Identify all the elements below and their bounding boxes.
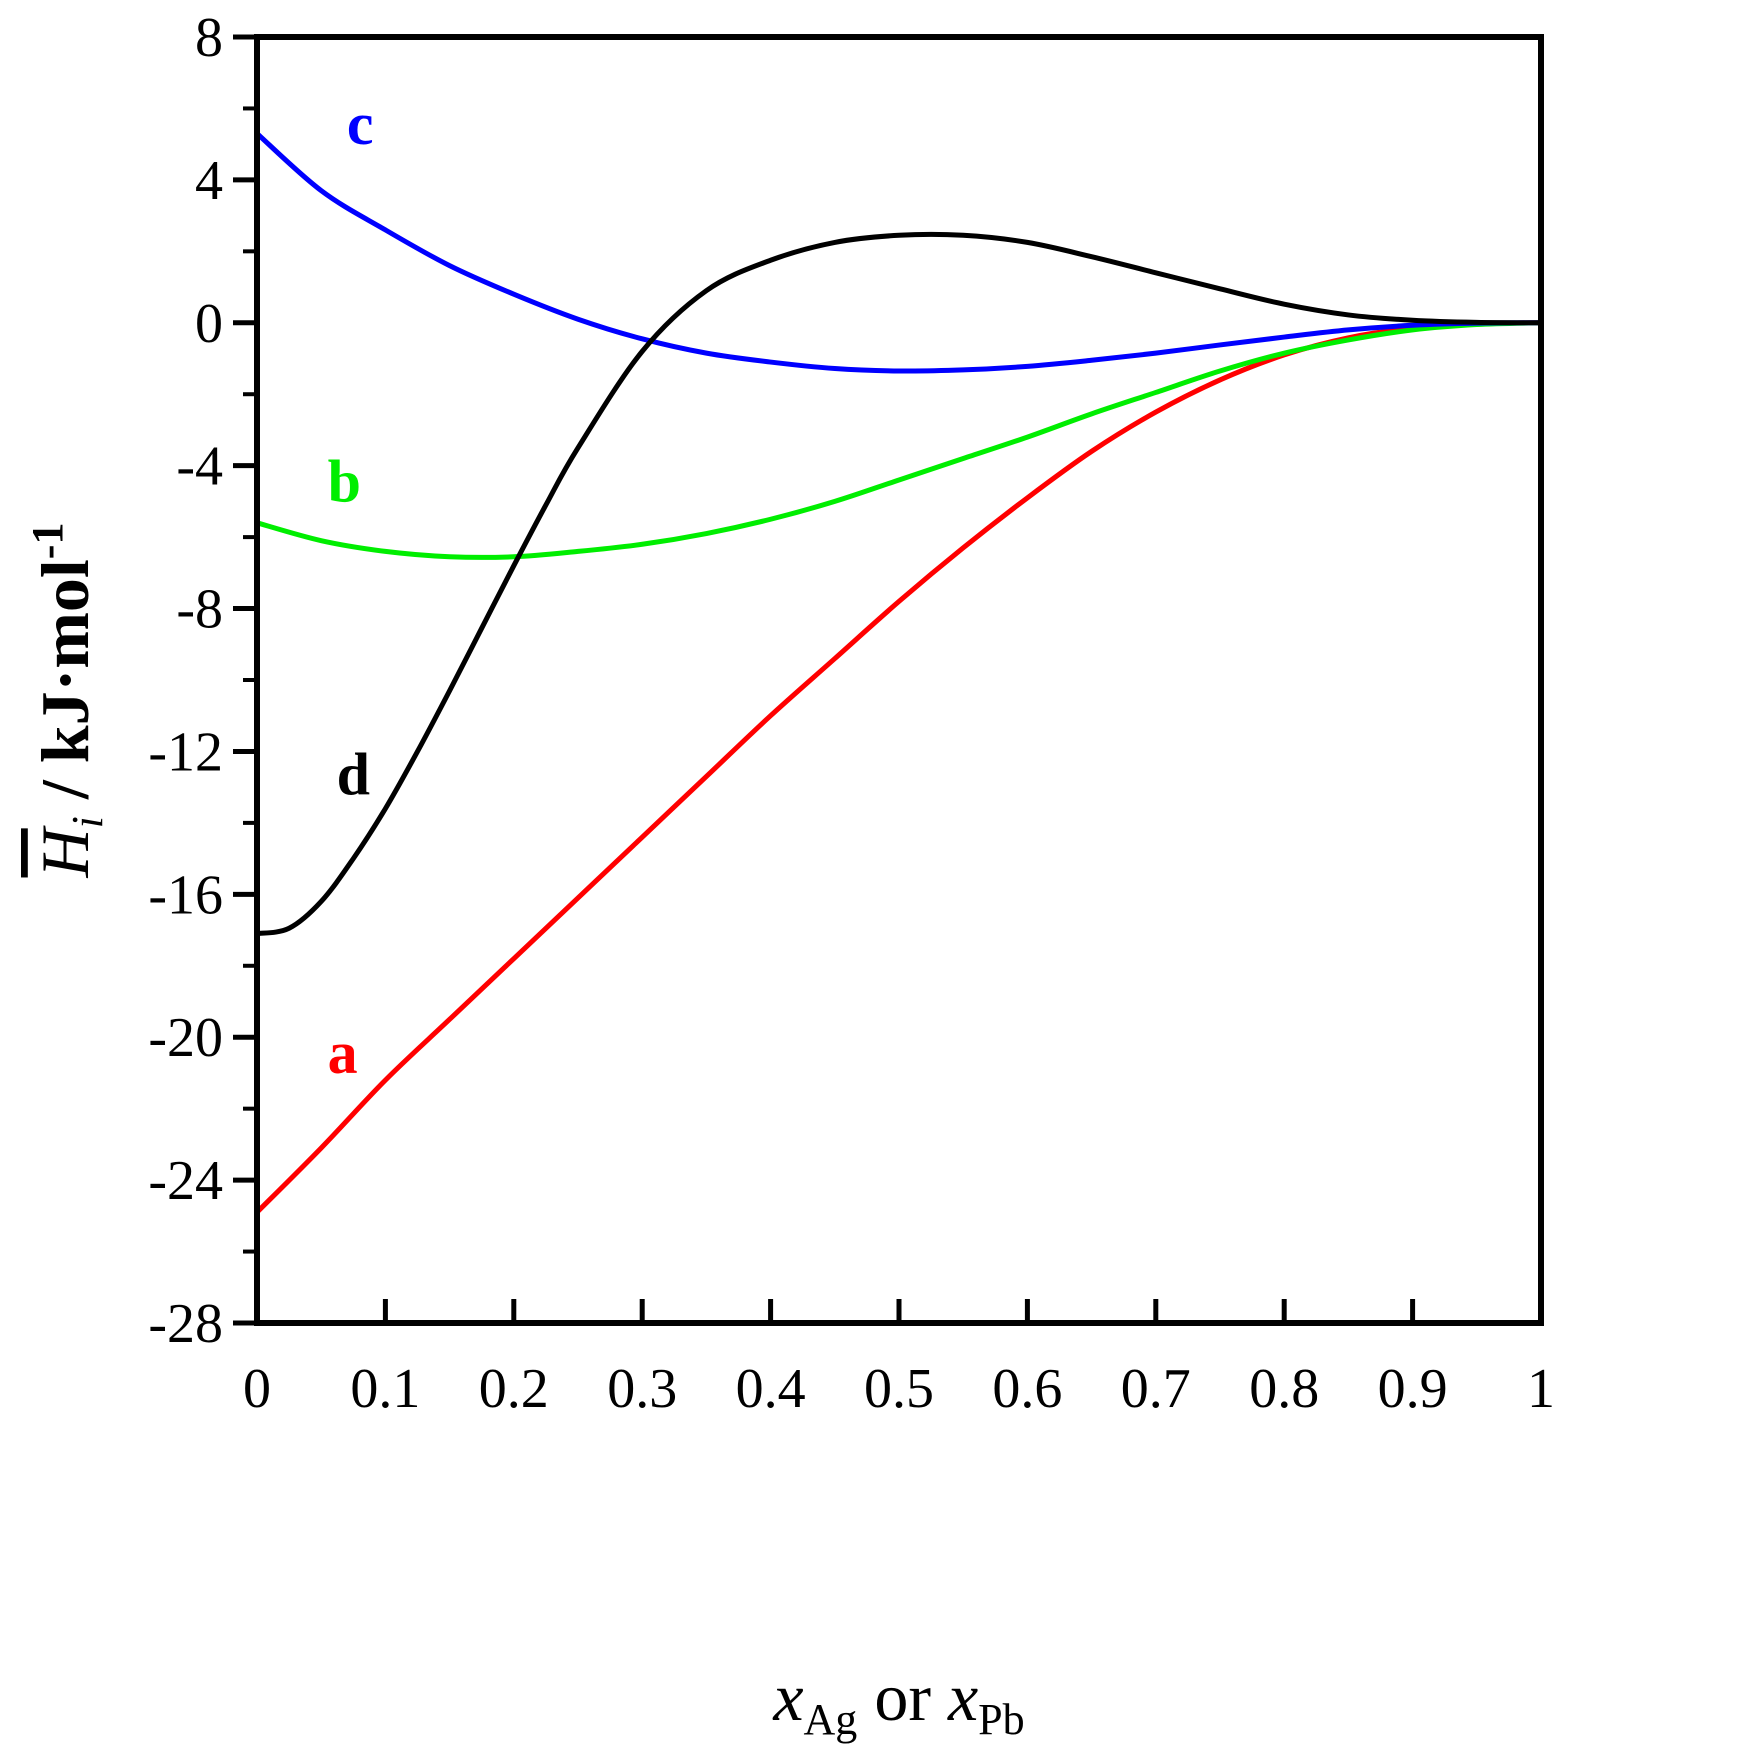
y-tick-label: -20 (148, 1007, 223, 1069)
series-line-d (256, 231, 1542, 937)
y-axis-unit: / kJ·mol (27, 559, 103, 816)
svg-text:Hi / kJ·mol-1: Hi / kJ·mol-1 (23, 523, 112, 879)
y-tick-label: -28 (148, 1293, 223, 1355)
x-axis-sub2: Pb (978, 1695, 1024, 1744)
x-axis-middle: or (857, 1659, 948, 1735)
y-minor-ticks (243, 106, 257, 1254)
y-tick-label: 4 (195, 150, 223, 212)
series-line-a (255, 320, 1542, 1215)
y-axis-sub: i (63, 816, 112, 828)
x-tick-label: 0 (243, 1358, 271, 1420)
curve-label-c: c (347, 91, 374, 157)
x-axis-title: xAg or xPb (772, 1659, 1024, 1744)
x-tick-label: 0.2 (479, 1358, 549, 1420)
curve-label-a: a (328, 1020, 358, 1086)
y-tick-label: 0 (195, 293, 223, 355)
x-tick-label: 0.3 (607, 1358, 677, 1420)
plot-frame (254, 34, 1544, 1326)
y-axis-sup: -1 (23, 523, 72, 560)
y-tick-label: 8 (195, 7, 223, 69)
y-tick-label: -12 (148, 721, 223, 783)
y-axis-symbol: H (27, 824, 103, 878)
x-tick-label: 0.4 (736, 1358, 806, 1420)
x-tick-label: 0.1 (350, 1358, 420, 1420)
y-axis-title: Hi / kJ·mol-1 (23, 523, 112, 879)
y-tick-label: -4 (176, 436, 223, 498)
x-tick-label: 0.7 (1121, 1358, 1191, 1420)
series-line-b (256, 320, 1542, 560)
y-tick-label: -8 (176, 579, 223, 641)
x-tick-label: 0.6 (992, 1358, 1062, 1420)
y-tick-label: -24 (148, 1150, 223, 1212)
x-axis-var: x (772, 1659, 803, 1735)
series-lines (255, 131, 1542, 1215)
tick-labels: 8 4 0 -4 -8 -12 -16 -20 -24 -28 0 0.1 0.2 0.3 0.4 0.5 0.… (148, 7, 1555, 1420)
y-tick-label: -16 (148, 864, 223, 926)
curve-label-b: b (328, 448, 361, 514)
x-axis-sub1: Ag (804, 1695, 858, 1744)
series-line-c (255, 131, 1542, 374)
x-tick-label: 0.5 (864, 1358, 934, 1420)
x-axis-var2: x (947, 1659, 978, 1735)
x-tick-label: 0.9 (1378, 1358, 1448, 1420)
curve-labels: a b c d (328, 91, 374, 1086)
curve-label-d: d (337, 741, 370, 807)
x-tick-label: 1 (1527, 1358, 1555, 1420)
axis-ticks (233, 34, 1544, 1326)
x-tick-label: 0.8 (1249, 1358, 1319, 1420)
